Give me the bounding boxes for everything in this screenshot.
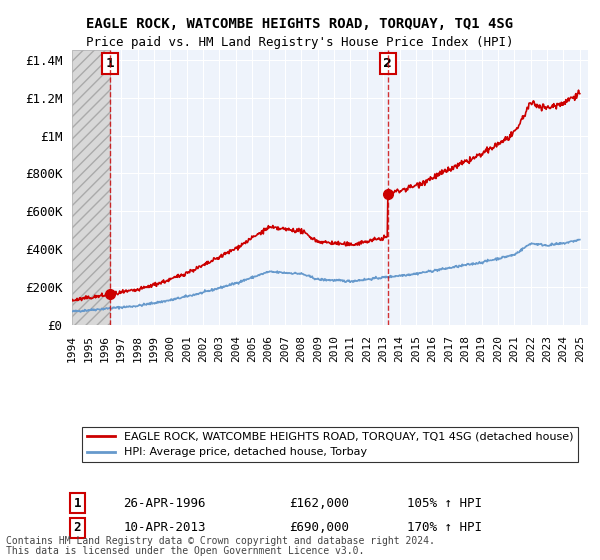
Text: Price paid vs. HM Land Registry's House Price Index (HPI): Price paid vs. HM Land Registry's House …	[86, 36, 514, 49]
Text: 26-APR-1996: 26-APR-1996	[124, 497, 206, 510]
Text: 2: 2	[383, 57, 392, 70]
Text: Contains HM Land Registry data © Crown copyright and database right 2024.: Contains HM Land Registry data © Crown c…	[6, 536, 435, 546]
Legend: EAGLE ROCK, WATCOMBE HEIGHTS ROAD, TORQUAY, TQ1 4SG (detached house), HPI: Avera: EAGLE ROCK, WATCOMBE HEIGHTS ROAD, TORQU…	[82, 427, 578, 462]
Text: 10-APR-2013: 10-APR-2013	[124, 521, 206, 534]
Text: 105% ↑ HPI: 105% ↑ HPI	[407, 497, 482, 510]
Text: 170% ↑ HPI: 170% ↑ HPI	[407, 521, 482, 534]
Text: £162,000: £162,000	[289, 497, 349, 510]
Text: 1: 1	[73, 497, 81, 510]
Text: This data is licensed under the Open Government Licence v3.0.: This data is licensed under the Open Gov…	[6, 545, 364, 556]
Text: £690,000: £690,000	[289, 521, 349, 534]
Text: 1: 1	[106, 57, 115, 70]
Text: EAGLE ROCK, WATCOMBE HEIGHTS ROAD, TORQUAY, TQ1 4SG: EAGLE ROCK, WATCOMBE HEIGHTS ROAD, TORQU…	[86, 17, 514, 31]
Text: 2: 2	[73, 521, 81, 534]
Bar	[72, 50, 110, 325]
